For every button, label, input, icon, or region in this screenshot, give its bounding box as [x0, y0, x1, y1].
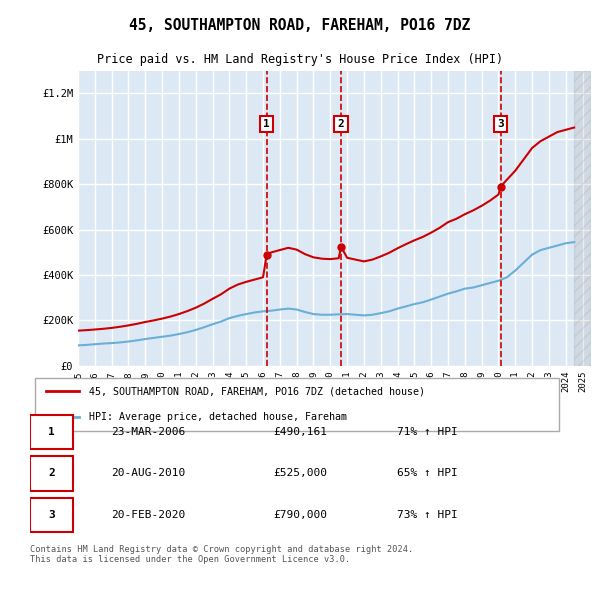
Text: Contains HM Land Registry data © Crown copyright and database right 2024.
This d: Contains HM Land Registry data © Crown c…: [30, 545, 413, 564]
Text: 20-AUG-2010: 20-AUG-2010: [111, 468, 185, 478]
Text: 2: 2: [338, 119, 344, 129]
FancyBboxPatch shape: [30, 456, 73, 491]
Text: 45, SOUTHAMPTON ROAD, FAREHAM, PO16 7DZ: 45, SOUTHAMPTON ROAD, FAREHAM, PO16 7DZ: [130, 18, 470, 32]
FancyBboxPatch shape: [35, 378, 559, 431]
Text: 65% ↑ HPI: 65% ↑ HPI: [397, 468, 458, 478]
Text: 3: 3: [48, 510, 55, 520]
FancyBboxPatch shape: [30, 497, 73, 532]
Text: 23-MAR-2006: 23-MAR-2006: [111, 427, 185, 437]
Text: HPI: Average price, detached house, Fareham: HPI: Average price, detached house, Fare…: [89, 412, 347, 422]
Text: 71% ↑ HPI: 71% ↑ HPI: [397, 427, 458, 437]
Text: 3: 3: [497, 119, 504, 129]
Text: 1: 1: [263, 119, 270, 129]
Text: 20-FEB-2020: 20-FEB-2020: [111, 510, 185, 520]
Text: 2: 2: [48, 468, 55, 478]
Text: £790,000: £790,000: [273, 510, 327, 520]
Text: £525,000: £525,000: [273, 468, 327, 478]
Text: Price paid vs. HM Land Registry's House Price Index (HPI): Price paid vs. HM Land Registry's House …: [97, 53, 503, 66]
Text: 73% ↑ HPI: 73% ↑ HPI: [397, 510, 458, 520]
Text: 45, SOUTHAMPTON ROAD, FAREHAM, PO16 7DZ (detached house): 45, SOUTHAMPTON ROAD, FAREHAM, PO16 7DZ …: [89, 386, 425, 396]
FancyBboxPatch shape: [30, 415, 73, 450]
Text: £490,161: £490,161: [273, 427, 327, 437]
Text: 1: 1: [48, 427, 55, 437]
